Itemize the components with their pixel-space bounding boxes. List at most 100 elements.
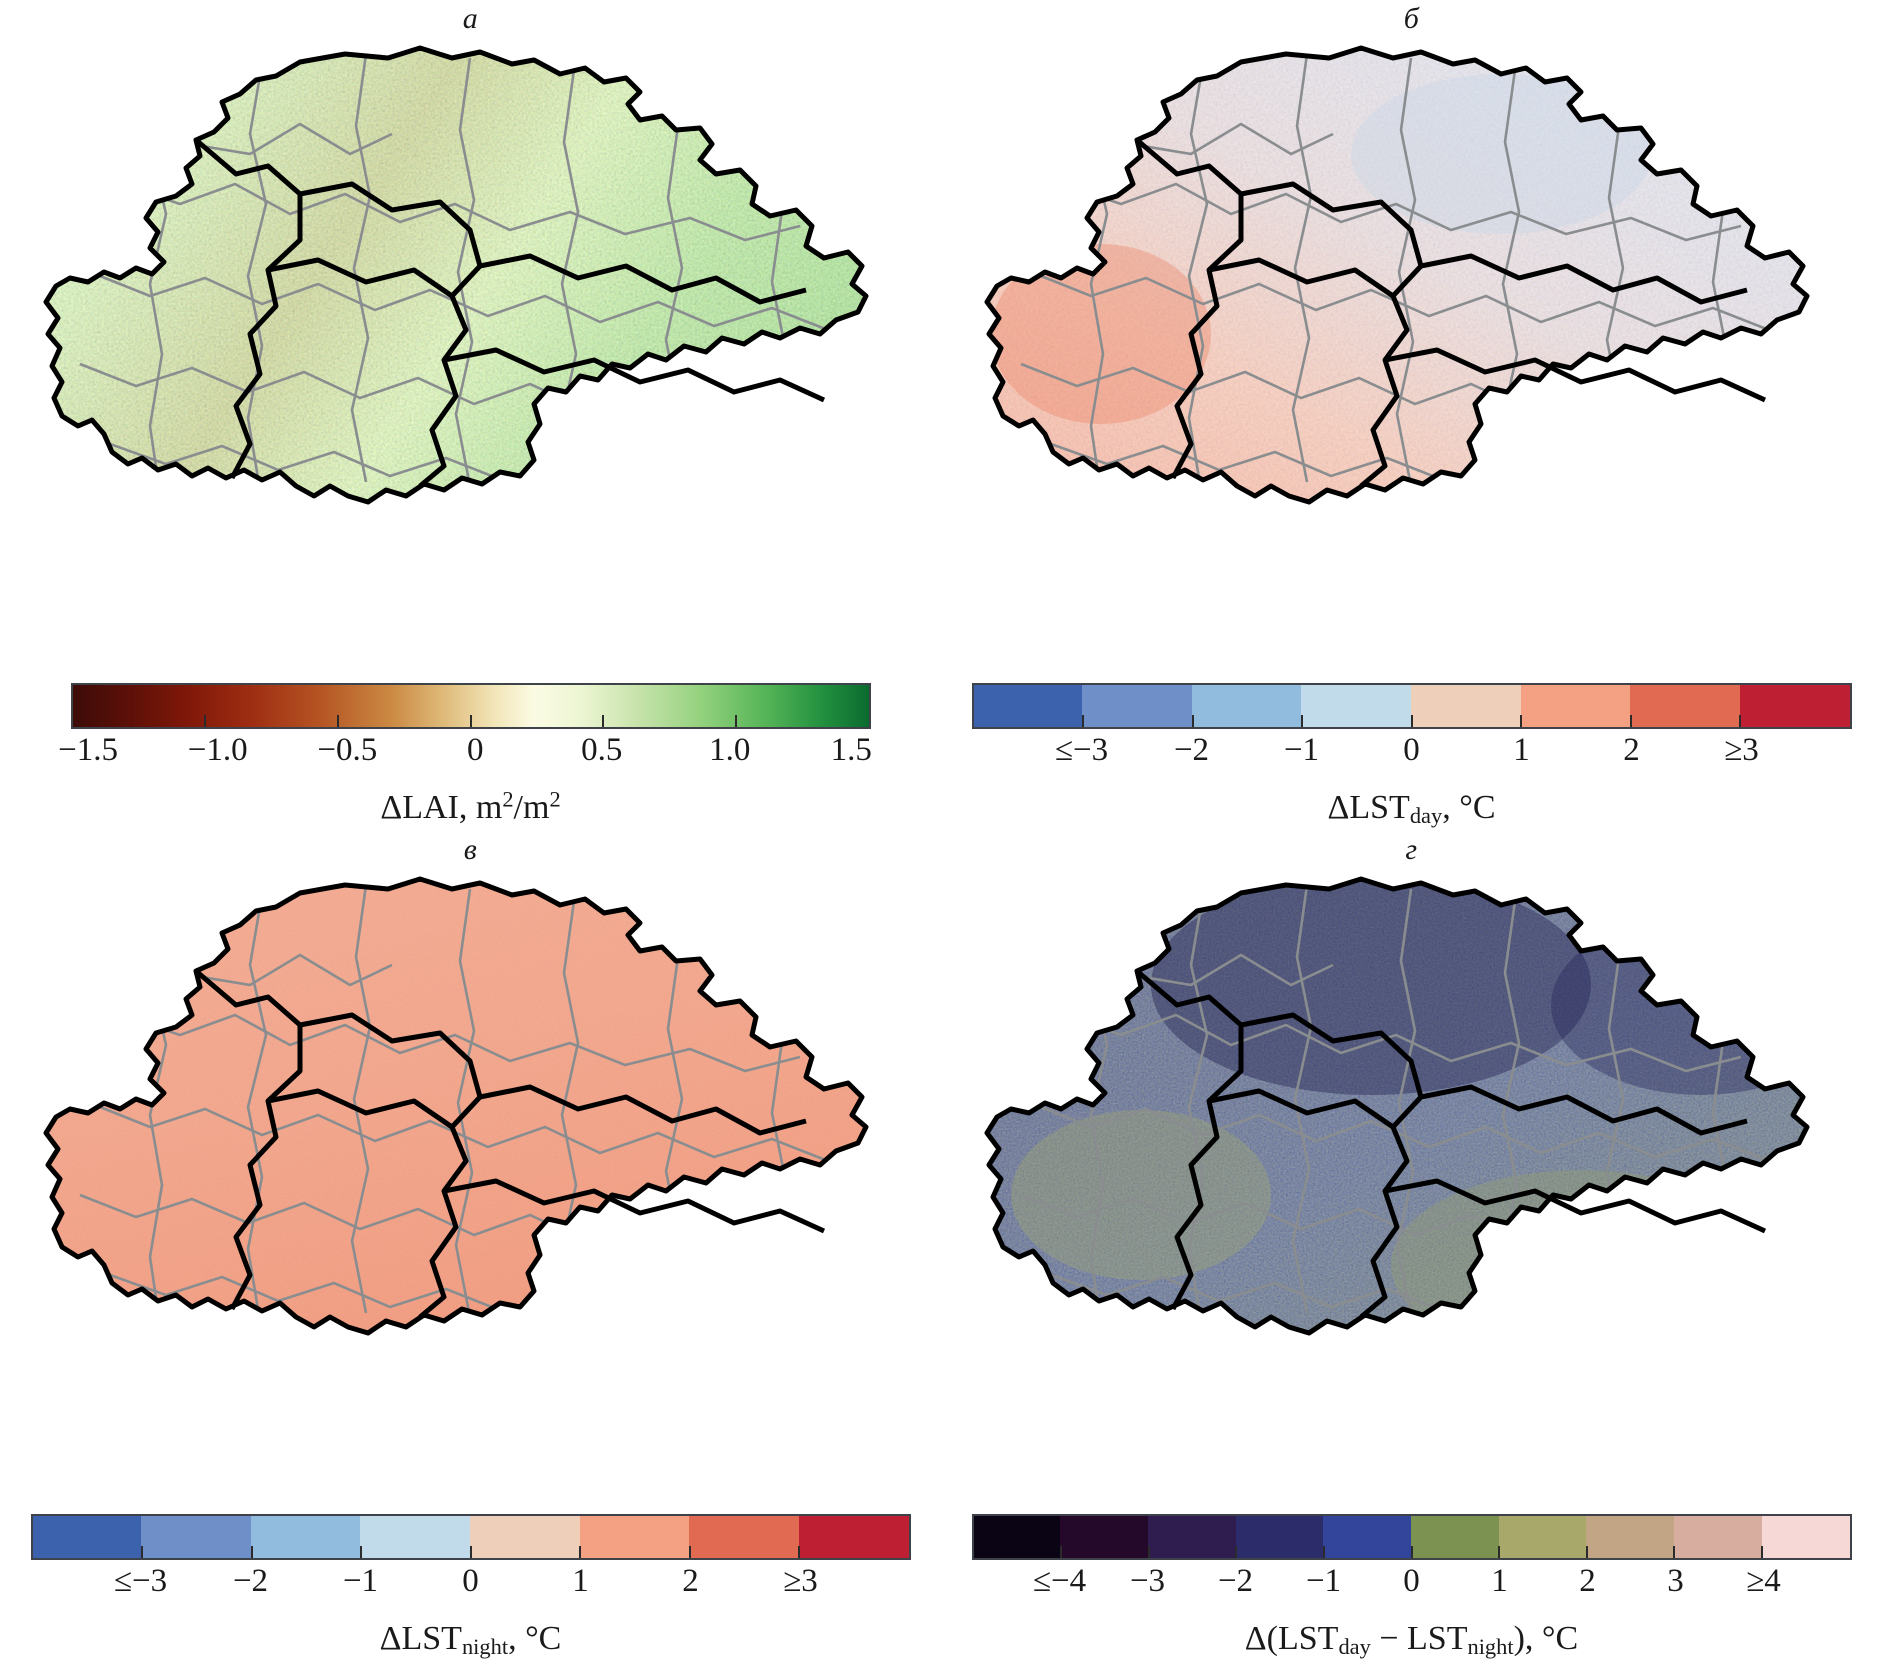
cbar-v-title-sub: night [461, 1633, 509, 1659]
map-belarus-delta-lst-night [0, 865, 941, 1361]
cbar-v-tick-1: −2 [232, 1563, 269, 1599]
cbar-a-tick-3: 0 [467, 732, 484, 768]
colorbar-wrap-b: ≤−3 −2 −1 0 1 2 ≥3 ΔLSTday, °C [941, 683, 1882, 830]
colorbar-v-title: ΔLSTnight, °C [31, 1617, 911, 1661]
cbar-b-bin-7 [1739, 685, 1850, 727]
cbar-a-title-main: ΔLAI, m [380, 789, 503, 826]
cbar-a-tick-1: −1.0 [187, 732, 248, 768]
cbar-v-tick-0: ≤−3 [113, 1563, 168, 1599]
cbar-b-tick-3: 0 [1403, 732, 1420, 768]
colorbar-a-title: ΔLAI, m2/m2 [71, 786, 871, 830]
colorbar-wrap-v: ≤−3 −2 −1 0 1 2 ≥3 ΔLSTnight, °C [0, 1514, 941, 1661]
cbar-g-title-tail: ), °C [1513, 1620, 1579, 1657]
cbar-g-title-sub2: night [1467, 1633, 1514, 1659]
cbar-g-bin-6 [1498, 1516, 1587, 1558]
cbar-b-tick-5: 2 [1623, 732, 1640, 768]
colorbar-wrap-a: −1.5 −1.0 −0.5 0 0.5 1.0 1.5 ΔLAI, m2/m2 [0, 683, 941, 830]
cbar-v-bin-1 [141, 1516, 251, 1558]
cbar-g-title-minus: − LST [1370, 1620, 1468, 1657]
map-svg-a [0, 34, 941, 530]
map-svg-v [0, 865, 941, 1361]
cbar-v-title-tail: , °C [508, 1620, 562, 1657]
map-belarus-delta-lst-diff [941, 865, 1882, 1361]
map-belarus-delta-lai [0, 34, 941, 530]
cbar-g-bin-1 [1060, 1516, 1148, 1558]
cbar-b-title-tail: , °C [1442, 789, 1496, 826]
cbar-v-bin-6 [689, 1516, 799, 1558]
cbar-v-tick-4: 1 [572, 1563, 589, 1599]
oblast-borders-b [987, 48, 1807, 502]
map-belarus-delta-lst-day [941, 34, 1882, 530]
cbar-b-title-main: ΔLST [1327, 789, 1410, 826]
cbar-b-bin-2 [1191, 685, 1302, 727]
panel-a-delta-lai: а [0, 0, 941, 830]
panel-v-delta-lst-night: в [0, 831, 941, 1661]
cbar-g-bin-7 [1586, 1516, 1675, 1558]
cbar-g-bin-9 [1761, 1516, 1850, 1558]
cbar-b-title-sub: day [1409, 802, 1443, 828]
cbar-b-bin-4 [1411, 685, 1521, 727]
cbar-g-bin-2 [1147, 1516, 1236, 1558]
cbar-a-tick-2: −0.5 [317, 732, 378, 768]
cbar-g-title-open: Δ(LST [1244, 1620, 1339, 1657]
cbar-a-tick-6: 1.5 [830, 732, 872, 768]
cbar-b-bin-1 [1082, 685, 1192, 727]
colorbar-b-delta-lst-day [971, 683, 1852, 729]
colorbar-a-labels: −1.5 −1.0 −0.5 0 0.5 1.0 1.5 [58, 730, 872, 774]
cbar-v-bin-0 [32, 1516, 142, 1558]
colorbar-wrap-g: ≤−4 −3 −2 −1 0 1 2 3 ≥4 Δ(LSTday − LSTni… [941, 1514, 1882, 1661]
cbar-a-tick-4: 0.5 [581, 732, 623, 768]
cbar-b-tick-1: −2 [1173, 732, 1210, 768]
cbar-v-tick-5: 2 [682, 1563, 699, 1599]
cbar-g-tick-7: 3 [1667, 1563, 1684, 1599]
panel-label-b: б [1403, 2, 1420, 35]
cbar-b-bin-5 [1520, 685, 1631, 727]
cbar-g-bin-8 [1674, 1516, 1762, 1558]
cbar-a-tick-5: 1.0 [709, 732, 751, 768]
cbar-g-tick-4: 0 [1403, 1563, 1420, 1599]
map-svg-b [941, 34, 1882, 530]
cbar-b-tick-6: ≥3 [1724, 732, 1759, 768]
cbar-g-bin-5 [1411, 1516, 1499, 1558]
colorbar-g-delta-lst-diff [971, 1514, 1852, 1560]
colorbar-a-delta-lai [70, 683, 871, 729]
cbar-b-bin-3 [1301, 685, 1411, 727]
cbar-g-bin-0 [973, 1516, 1061, 1558]
colorbar-v-labels: ≤−3 −2 −1 0 1 2 ≥3 [31, 1561, 911, 1605]
panel-b-delta-lst-day: б [941, 0, 1882, 830]
cbar-a-tick-0: −1.5 [58, 732, 119, 768]
cbar-v-tick-3: 0 [462, 1563, 479, 1599]
cbar-b-bin-6 [1630, 685, 1740, 727]
cbar-b-tick-2: −1 [1283, 732, 1320, 768]
cbar-v-tick-2: −1 [342, 1563, 379, 1599]
map-svg-g [941, 865, 1882, 1361]
colorbar-g-labels: ≤−4 −3 −2 −1 0 1 2 3 ≥4 [972, 1561, 1852, 1605]
cbar-a-title-sup1: 2 [502, 786, 514, 812]
cbar-v-bin-5 [579, 1516, 690, 1558]
cbar-v-bin-4 [470, 1516, 580, 1558]
colorbar-v-delta-lst-night [30, 1514, 911, 1560]
cbar-g-bin-4 [1323, 1516, 1412, 1558]
colorbar-b-labels: ≤−3 −2 −1 0 1 2 ≥3 [972, 730, 1852, 774]
oblast-borders-v [46, 879, 866, 1333]
cbar-b-tick-0: ≤−3 [1054, 732, 1109, 768]
cbar-g-tick-1: −3 [1129, 1563, 1166, 1599]
cbar-g-tick-2: −2 [1217, 1563, 1254, 1599]
cbar-v-tick-6: ≥3 [783, 1563, 818, 1599]
cbar-v-title-main: ΔLST [379, 1620, 462, 1657]
cbar-g-tick-0: ≤−4 [1032, 1563, 1087, 1599]
cbar-a-title-mid: /m [513, 789, 550, 826]
panel-label-a: а [462, 2, 479, 35]
cbar-v-bin-7 [798, 1516, 909, 1558]
cbar-g-bin-3 [1235, 1516, 1324, 1558]
oblast-borders-a [46, 48, 866, 502]
cbar-g-tick-3: −1 [1305, 1563, 1342, 1599]
cbar-v-bin-3 [360, 1516, 470, 1558]
panel-label-v: в [463, 833, 478, 866]
cbar-g-title-sub1: day [1338, 1633, 1371, 1659]
colorbar-g-title: Δ(LSTday − LSTnight), °C [972, 1617, 1852, 1661]
cbar-b-bin-0 [973, 685, 1083, 727]
cbar-a-title-sup2: 2 [549, 786, 561, 812]
cbar-g-tick-5: 1 [1491, 1563, 1508, 1599]
